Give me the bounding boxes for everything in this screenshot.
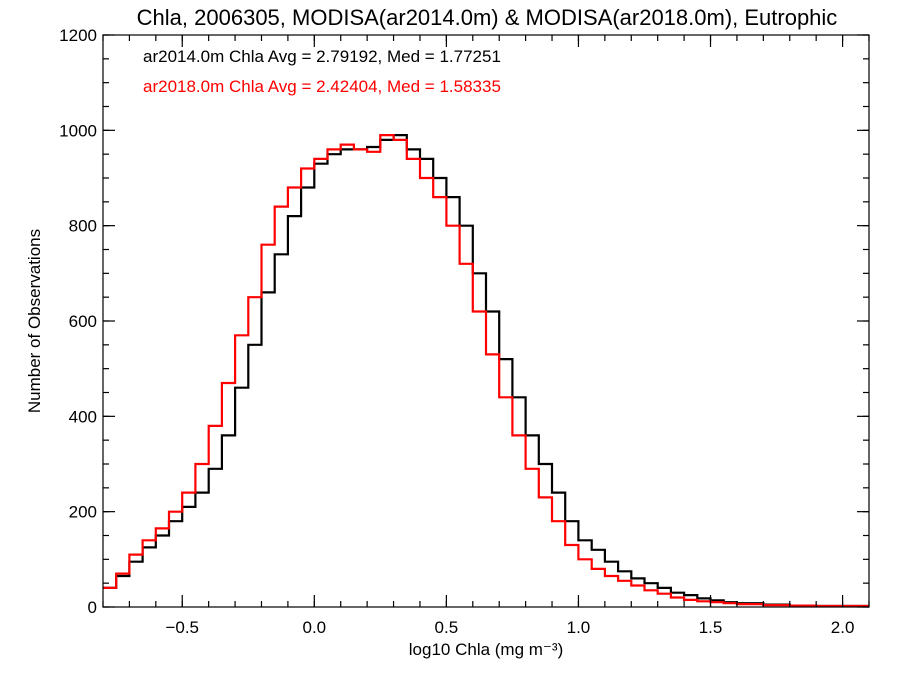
legend-entry-ar2018: ar2018.0m Chla Avg = 2.42404, Med = 1.58… [143,77,501,96]
y-tick-label: 400 [69,407,97,426]
ticks-layer [102,34,870,608]
x-tick-label: 1.5 [699,618,723,637]
y-tick-label: 600 [69,312,97,331]
series-ar2018-line [103,134,869,608]
x-tick-label: 2.0 [831,618,855,637]
y-tick-label: 1000 [59,121,97,140]
x-tick-label: 0.5 [435,618,459,637]
y-tick-label: 800 [69,217,97,236]
legend-entry-ar2014: ar2014.0m Chla Avg = 2.79192, Med = 1.77… [143,47,501,66]
y-axis-label: Number of Observations [25,229,44,413]
y-tick-label: 0 [88,598,97,617]
series-ar2014-line [103,134,869,608]
series-layer [103,134,869,608]
x-tick-label: −0.5 [165,618,199,637]
y-tick-label: 200 [69,503,97,522]
tick-labels-layer: −0.5 0.0 0.5 1.0 1.5 2.0 0 200 400 600 800 1000 1200 [59,26,854,637]
x-axis-label: log10 Chla (mg m⁻³) [409,640,563,659]
chart-title: Chla, 2006305, MODISA(ar2014.0m) & MODIS… [137,5,838,30]
y-tick-label: 1200 [59,26,97,45]
x-tick-label: 0.0 [302,618,326,637]
x-tick-label: 1.0 [567,618,591,637]
